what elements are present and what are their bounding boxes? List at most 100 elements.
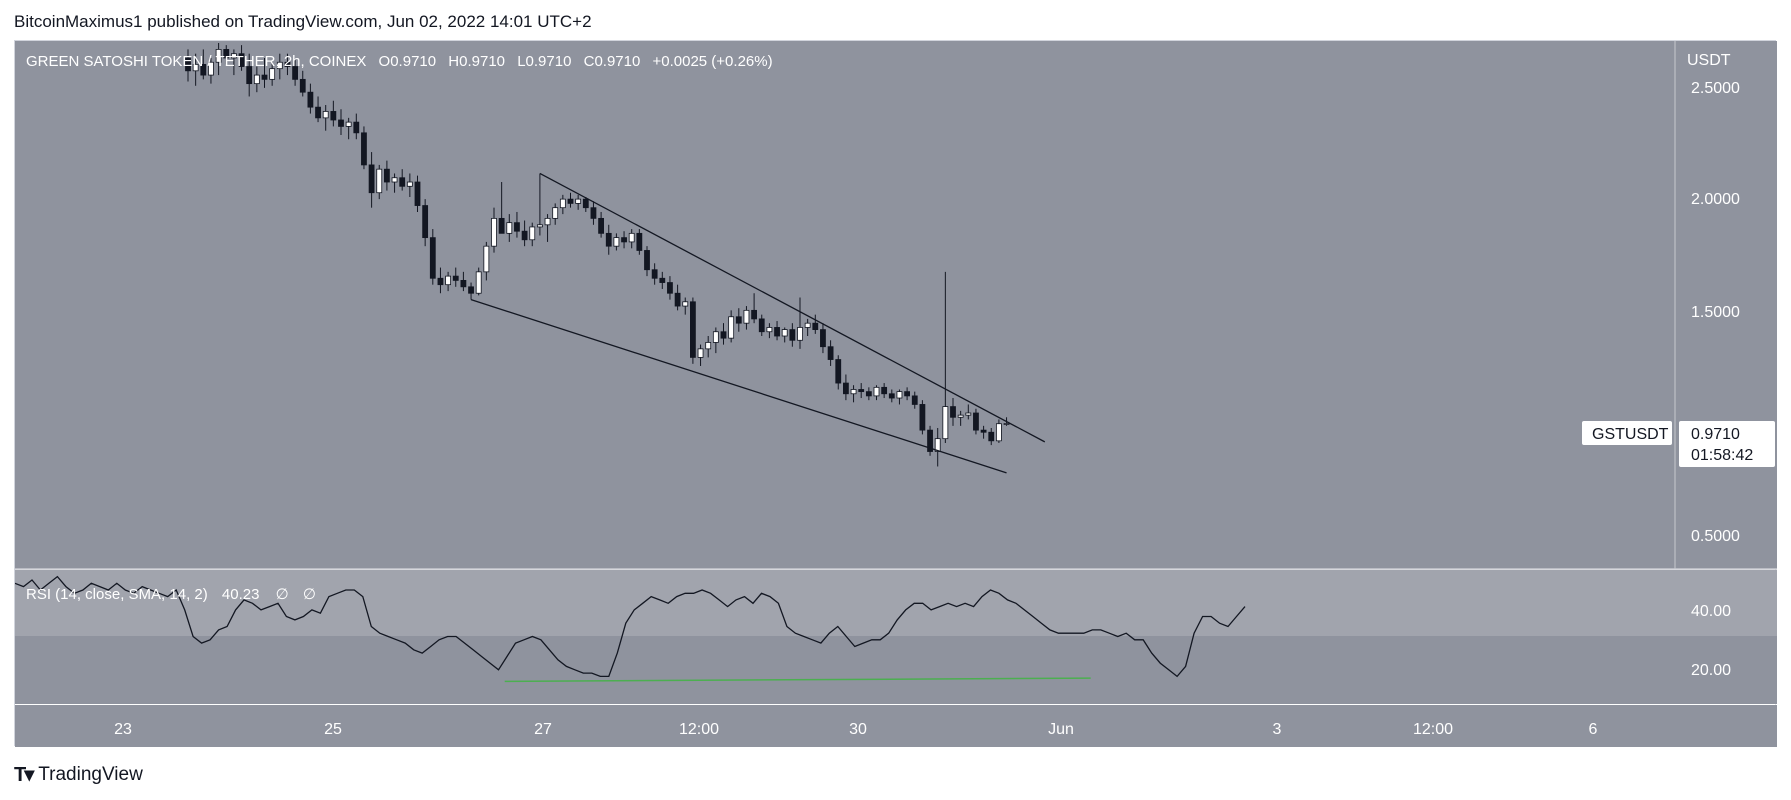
bearish-candle bbox=[651, 263, 658, 285]
bearish-candle bbox=[361, 126, 367, 170]
candle-body bbox=[521, 230, 528, 241]
candle-body bbox=[919, 404, 926, 431]
candle-body bbox=[361, 132, 367, 166]
bullish-candle bbox=[628, 229, 635, 249]
candle-body bbox=[720, 331, 727, 339]
bearish-candle bbox=[414, 175, 421, 212]
bearish-candle bbox=[735, 308, 742, 332]
bullish-candle bbox=[253, 66, 260, 93]
time-tick: 30 bbox=[849, 721, 867, 738]
symbol-legend[interactable]: GREEN SATOSHI TOKEN / TETHER, 2h, COINEX… bbox=[26, 53, 773, 70]
price-pane[interactable] bbox=[15, 41, 1675, 569]
upper-trendline bbox=[539, 172, 1046, 443]
bearish-candle bbox=[514, 211, 520, 238]
candle-body bbox=[391, 177, 398, 183]
chart-canvas[interactable]: GREEN SATOSHI TOKEN / TETHER, 2h, COINEX… bbox=[15, 41, 1777, 747]
bullish-candle bbox=[376, 164, 383, 200]
candle-body bbox=[881, 386, 888, 395]
bullish-candle bbox=[697, 344, 704, 366]
candle-body bbox=[743, 309, 750, 324]
chart-frame[interactable]: GREEN SATOSHI TOKEN / TETHER, 2h, COINEX… bbox=[14, 40, 1777, 747]
last-price-label[interactable] bbox=[1679, 421, 1775, 467]
rsi-tick: 20.00 bbox=[1691, 662, 1731, 679]
candle-body bbox=[644, 250, 650, 271]
candle-body bbox=[468, 286, 474, 294]
candle-body bbox=[307, 91, 314, 108]
price-axis[interactable] bbox=[1675, 41, 1777, 569]
candle-body bbox=[659, 277, 666, 283]
candle-body bbox=[605, 232, 612, 247]
candle-body bbox=[261, 74, 268, 80]
candle-body bbox=[345, 121, 352, 127]
symbol-badge[interactable] bbox=[1582, 421, 1672, 445]
candle-body bbox=[383, 168, 390, 183]
bullish-candle bbox=[712, 327, 719, 354]
bearish-candle bbox=[299, 70, 306, 97]
candle-body bbox=[774, 327, 780, 337]
bearish-candle bbox=[315, 96, 321, 123]
bullish-candle bbox=[896, 389, 903, 405]
bullish-candle bbox=[276, 53, 283, 80]
candle-body bbox=[911, 395, 918, 405]
bearish-candle bbox=[590, 201, 597, 225]
candle-body bbox=[269, 68, 276, 80]
bullish-candle bbox=[269, 62, 276, 86]
rsi-line bbox=[15, 575, 1246, 678]
bearish-candle bbox=[865, 387, 872, 401]
candle-body bbox=[368, 164, 375, 194]
close-value: 0.9710 bbox=[594, 53, 640, 70]
bearish-candle bbox=[690, 297, 696, 364]
bearish-candle bbox=[261, 57, 268, 88]
bearish-candle bbox=[950, 398, 956, 426]
bullish-candle bbox=[475, 267, 482, 296]
candle-body bbox=[858, 389, 865, 393]
candle-body bbox=[514, 222, 520, 232]
countdown-timer: 01:58:42 bbox=[1691, 447, 1753, 464]
rsi-label: RSI (14, close, SMA, 14, 2) bbox=[26, 586, 208, 603]
candle-body bbox=[253, 74, 260, 85]
rsi-legend[interactable]: RSI (14, close, SMA, 14, 2) 40.23 ∅ ∅ bbox=[26, 586, 316, 603]
bearish-candle bbox=[437, 267, 444, 294]
candle-body bbox=[690, 301, 696, 358]
candle-body bbox=[973, 412, 979, 431]
bearish-candle bbox=[460, 271, 467, 292]
time-tick: 12:00 bbox=[1413, 721, 1453, 738]
candle-body bbox=[873, 386, 880, 397]
candle-body bbox=[766, 327, 773, 333]
candle-body bbox=[667, 282, 673, 294]
bullish-candle bbox=[705, 336, 712, 358]
rsi-extra-1: ∅ bbox=[276, 586, 289, 603]
candle-body bbox=[651, 269, 658, 279]
bullish-candle bbox=[942, 271, 949, 443]
bearish-candle bbox=[812, 314, 819, 334]
bullish-candle bbox=[728, 310, 735, 343]
candle-body bbox=[957, 414, 964, 418]
bearish-candle bbox=[605, 224, 612, 255]
candle-body bbox=[789, 329, 796, 341]
bearish-candle bbox=[644, 246, 650, 277]
candle-body bbox=[376, 168, 383, 194]
bullish-candle bbox=[957, 410, 964, 426]
symbol-badge-label: GSTUSDT bbox=[1592, 426, 1669, 443]
bearish-candle bbox=[292, 60, 299, 86]
bullish-candle bbox=[873, 385, 880, 401]
bearish-candle bbox=[659, 271, 666, 289]
bearish-candle bbox=[758, 314, 765, 337]
bearish-candle bbox=[399, 169, 406, 191]
high-value: 0.9710 bbox=[459, 53, 505, 70]
bearish-candle bbox=[911, 391, 918, 409]
candle-body bbox=[338, 119, 344, 127]
time-axis[interactable] bbox=[15, 705, 1675, 747]
candle-body bbox=[865, 391, 872, 397]
candle-body bbox=[315, 106, 321, 119]
tradingview-logo[interactable]: T▾ TradingView bbox=[14, 762, 143, 787]
time-tick: 3 bbox=[1273, 721, 1282, 738]
candle-body bbox=[804, 322, 811, 328]
bearish-candle bbox=[200, 49, 207, 80]
bearish-candle bbox=[338, 109, 344, 135]
candle-body bbox=[475, 271, 482, 294]
bullish-candle bbox=[575, 194, 582, 210]
price-axis-currency: USDT bbox=[1687, 52, 1731, 69]
bullish-candle bbox=[682, 297, 689, 315]
lower-trendline bbox=[470, 299, 1007, 474]
